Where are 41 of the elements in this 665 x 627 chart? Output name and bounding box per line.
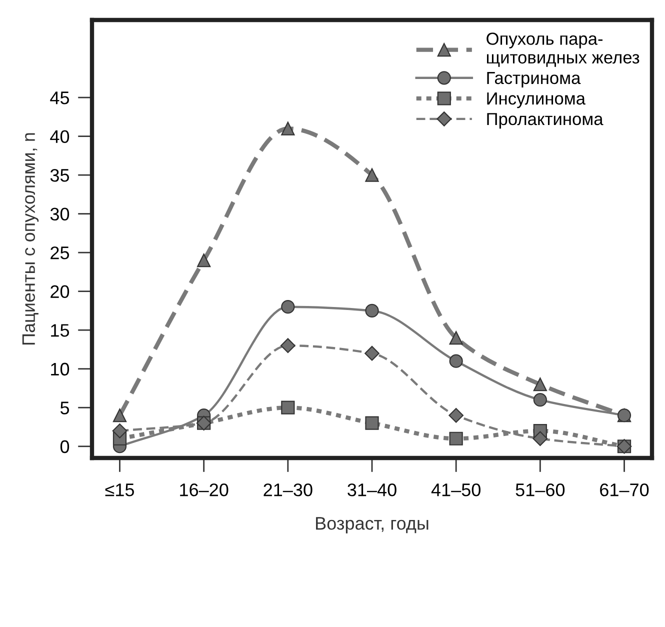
point xyxy=(532,431,548,446)
y-tick-label: 25 xyxy=(50,246,70,260)
point xyxy=(280,338,296,354)
x-tick-label: 51–60 xyxy=(516,483,565,496)
y-tick-label: 45 xyxy=(50,92,70,104)
y-tick-label: 5 xyxy=(60,402,70,414)
legend-label: Пролактинома xyxy=(487,113,604,129)
y-tick-label: 15 xyxy=(51,324,70,337)
x-axis-title: Возраст, годы xyxy=(316,517,428,534)
x-tick-label: 41–50 xyxy=(431,483,480,496)
y-tick-label: 10 xyxy=(51,362,70,376)
point xyxy=(533,378,547,392)
point xyxy=(449,331,463,345)
point xyxy=(365,168,379,182)
point xyxy=(364,346,380,361)
point xyxy=(281,300,295,314)
y-axis-title: Пациенты с опухолями, n xyxy=(22,133,39,345)
legend-label: Инсулинома xyxy=(487,92,586,108)
x-tick-label: ≤15 xyxy=(105,484,134,496)
y-tick-label: 0 xyxy=(60,440,70,454)
point xyxy=(197,254,211,268)
point xyxy=(281,400,295,414)
point xyxy=(365,304,379,318)
point xyxy=(448,408,464,423)
point xyxy=(533,393,547,407)
x-tick-label: 21–30 xyxy=(264,483,312,496)
legend-label: Опухоль пара- щитовидных желез xyxy=(486,32,640,67)
point xyxy=(112,423,128,438)
legend-label: Гастринома xyxy=(487,72,581,88)
point xyxy=(112,408,127,422)
y-tick-label: 40 xyxy=(50,130,70,144)
point xyxy=(449,354,463,368)
x-tick-label: 16–20 xyxy=(180,483,228,496)
x-tick-label: 61–70 xyxy=(600,483,649,496)
y-tick-label: 35 xyxy=(50,168,70,182)
point xyxy=(365,416,379,430)
y-tick-label: 30 xyxy=(50,208,70,221)
point xyxy=(449,432,463,446)
x-tick-label: 31–40 xyxy=(348,483,396,496)
point xyxy=(281,122,295,136)
y-tick-label: 20 xyxy=(50,285,70,298)
